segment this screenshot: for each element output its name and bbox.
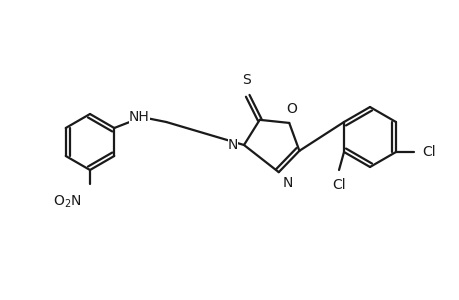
Text: O$_2$N: O$_2$N bbox=[53, 194, 82, 210]
Text: N: N bbox=[227, 138, 237, 152]
Text: N: N bbox=[282, 176, 292, 190]
Text: Cl: Cl bbox=[331, 178, 345, 192]
Text: NH: NH bbox=[129, 110, 149, 124]
Text: Cl: Cl bbox=[421, 145, 435, 159]
Text: O: O bbox=[285, 102, 296, 116]
Text: S: S bbox=[242, 73, 251, 87]
